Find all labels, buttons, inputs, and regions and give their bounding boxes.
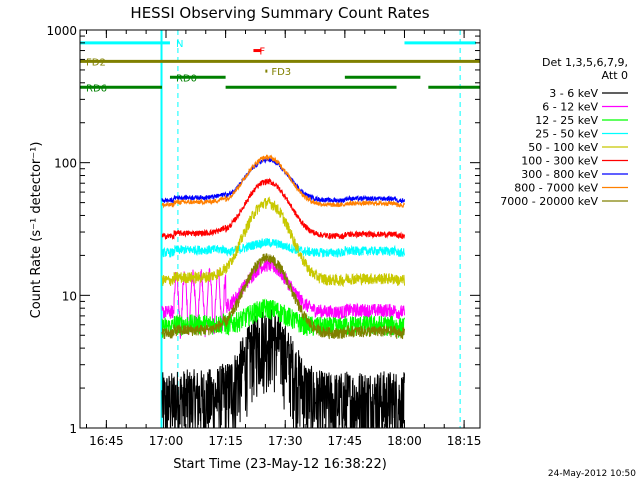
x-axis-label: Start Time (23-May-12 16:38:22) bbox=[173, 457, 387, 472]
y-tick-label: 10 bbox=[62, 289, 77, 303]
series-line bbox=[161, 196, 405, 288]
y-axis-label: Count Rate (s⁻¹ detector⁻¹) bbox=[29, 142, 44, 319]
legend-entry-label: 3 - 6 keV bbox=[549, 87, 598, 100]
legend-entry-label: 800 - 7000 keV bbox=[514, 182, 598, 195]
series-line bbox=[161, 177, 405, 241]
x-tick-label: 18:00 bbox=[387, 434, 422, 448]
legend-entry-label: 100 - 300 keV bbox=[521, 155, 598, 168]
legend-entry-label: 12 - 25 keV bbox=[535, 114, 598, 127]
segment-label: RD6 bbox=[86, 83, 107, 94]
segment-label: N bbox=[176, 39, 183, 50]
legend-entry-label: 7000 - 20000 keV bbox=[500, 195, 598, 208]
series-line bbox=[161, 298, 405, 339]
segment-label: FD2 bbox=[86, 57, 106, 68]
x-tick-label: 17:00 bbox=[149, 434, 184, 448]
x-tick-label: 17:15 bbox=[208, 434, 243, 448]
x-tick-label: 17:30 bbox=[268, 434, 303, 448]
segment-label: RD0 bbox=[176, 73, 197, 84]
chart-title: HESSI Observing Summary Count Rates bbox=[130, 4, 429, 22]
plot-frame bbox=[79, 29, 481, 429]
x-tick-label: 16:45 bbox=[89, 434, 124, 448]
y-tick-label: 1000 bbox=[46, 24, 77, 38]
legend-entry-label: 300 - 800 keV bbox=[521, 168, 598, 181]
y-tick-label: 1 bbox=[69, 422, 77, 436]
timestamp: 24-May-2012 10:50 bbox=[548, 469, 636, 479]
legend-header-1: Det 1,3,5,6,7,9, bbox=[542, 56, 628, 69]
legend-entry-label: 25 - 50 keV bbox=[535, 128, 598, 141]
series-line bbox=[161, 253, 405, 340]
series-line bbox=[161, 154, 405, 209]
legend-header-2: Att 0 bbox=[602, 69, 628, 82]
series-line bbox=[161, 309, 405, 428]
y-tick-label: 100 bbox=[54, 157, 77, 171]
segment-label: F bbox=[259, 47, 265, 58]
legend-entry-label: 6 - 12 keV bbox=[542, 101, 598, 114]
segment-label: FD3 bbox=[271, 67, 291, 78]
x-tick-label: 18:15 bbox=[447, 434, 482, 448]
legend-entry-label: 50 - 100 keV bbox=[528, 141, 598, 154]
series-line bbox=[161, 238, 405, 259]
x-tick-label: 17:45 bbox=[328, 434, 363, 448]
